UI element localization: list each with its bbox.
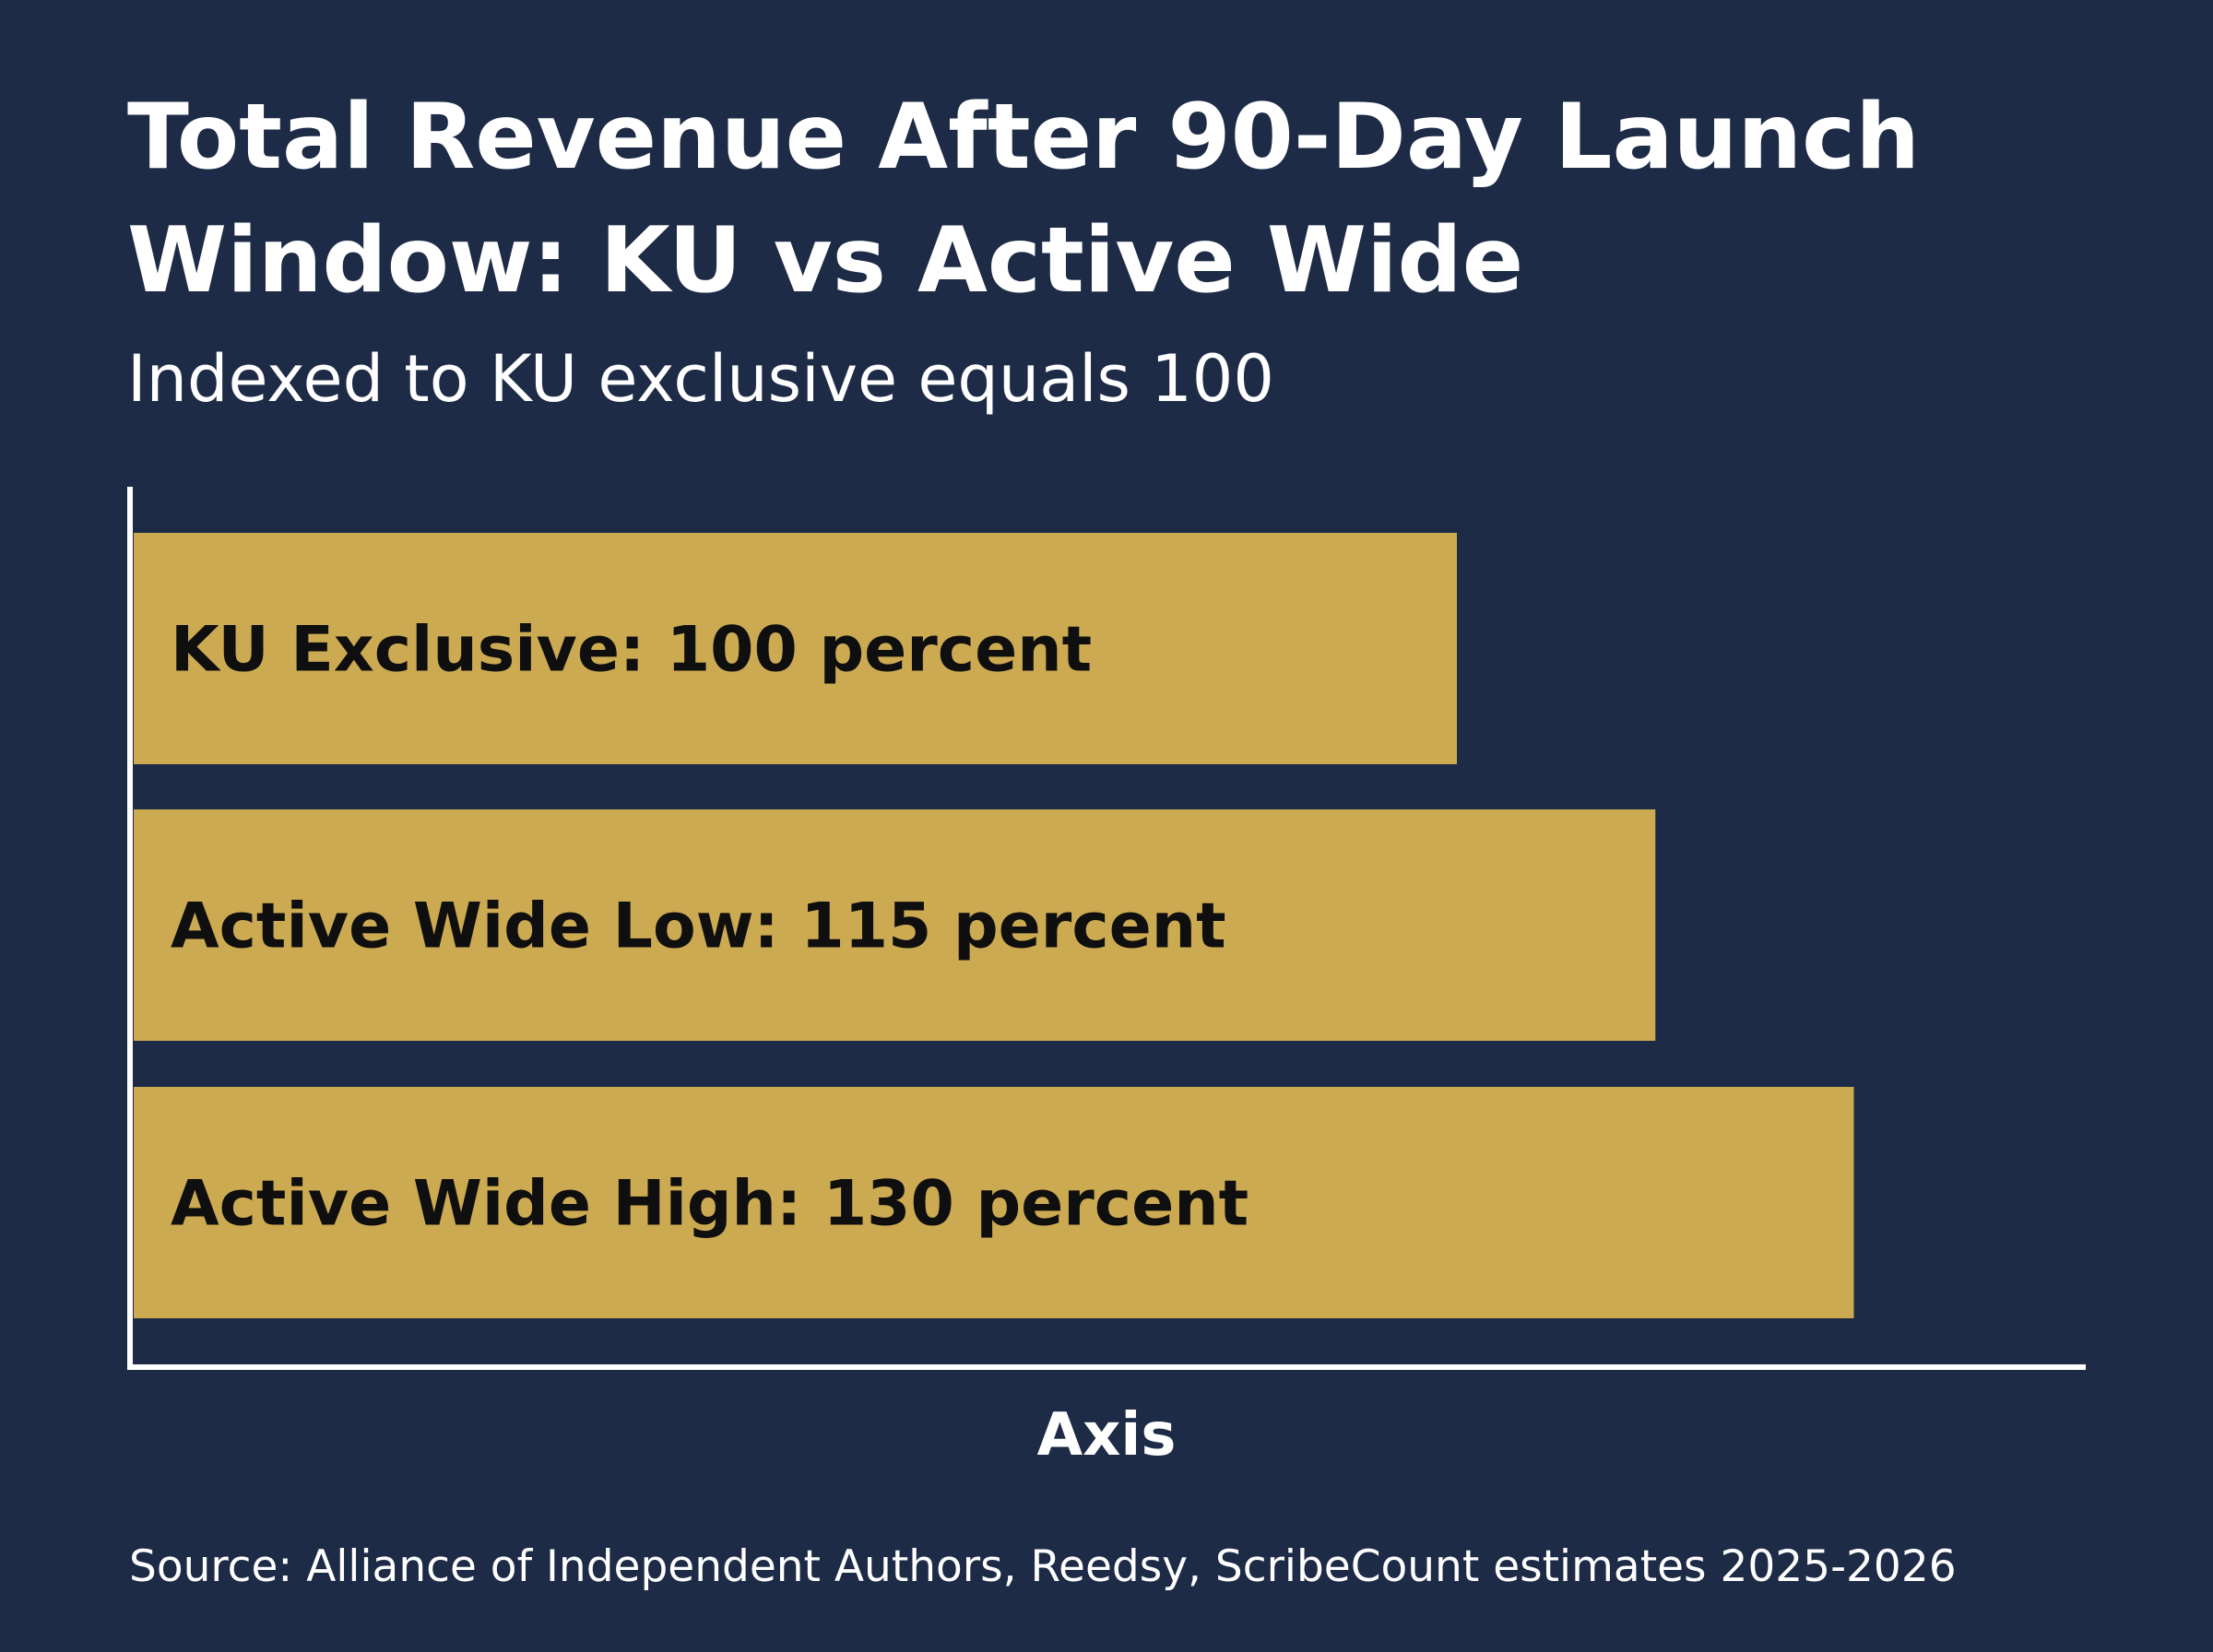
bar-data-label: KU Exclusive: 100 percent xyxy=(171,614,1092,687)
bar-ku-exclusive xyxy=(134,533,1457,764)
bar-data-label: Active Wide High: 130 percent xyxy=(171,1168,1249,1241)
chart-subtitle: Indexed to KU exclusive equals 100 xyxy=(127,341,1274,417)
chart-title: Total Revenue After 90-Day Launch Window… xyxy=(127,85,1920,313)
bar-active-wide-low xyxy=(134,809,1656,1041)
bars-group: KU Exclusive: 100 percent Active Wide Low… xyxy=(134,533,1854,1318)
bar-data-label: Active Wide Low: 115 percent xyxy=(171,891,1226,963)
bar-active-wide-high xyxy=(134,1087,1854,1318)
x-axis-label: Axis xyxy=(1037,1401,1177,1469)
source-note: Source: Alliance of Independent Authors,… xyxy=(129,1541,1957,1592)
